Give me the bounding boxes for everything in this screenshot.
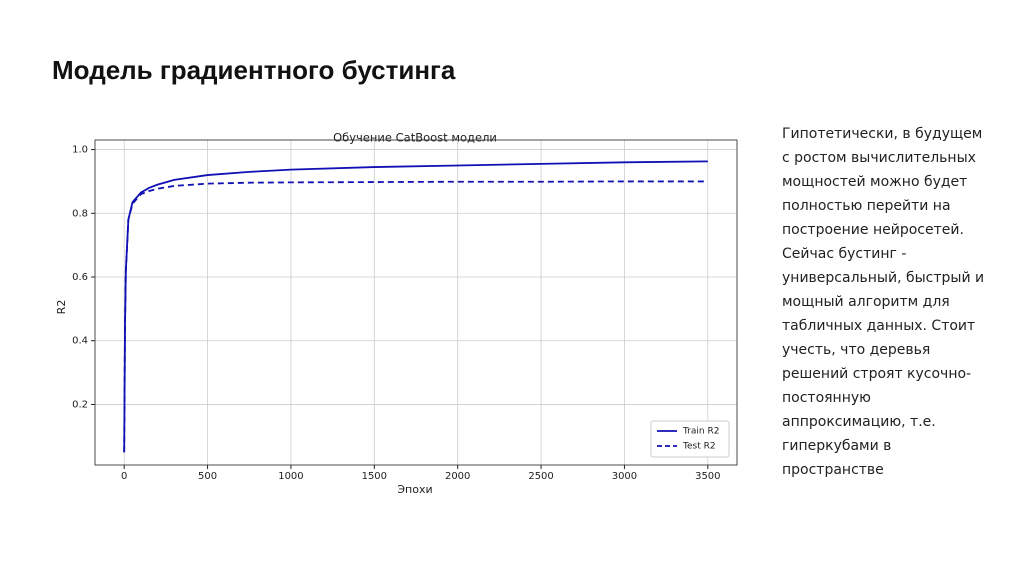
legend-label: Test R2: [682, 442, 716, 452]
y-tick-label: 0.8: [72, 208, 88, 219]
line-series: [123, 180, 708, 453]
paragraph-line: пространстве: [782, 462, 884, 478]
y-axis-label: R2: [55, 300, 68, 315]
y-tick-label: 1.0: [72, 145, 88, 156]
chart: Обучение CatBoost модели Эпохи R2 0 500 10…: [55, 131, 738, 496]
paragraph-line: мощный алгоритм для: [782, 294, 950, 310]
x-tick-label: 500: [198, 471, 217, 482]
paragraph-line: Гипотетически, в будущем: [782, 126, 983, 142]
paragraph-line: мощностей можно будет: [782, 174, 968, 190]
paragraph-line: решений строят кусочно-: [782, 366, 972, 382]
line-series: [123, 160, 708, 453]
x-tick-label: 1000: [278, 471, 303, 482]
paragraph-line: табличных данных. Стоит: [782, 318, 976, 334]
plot-frame: [94, 139, 738, 466]
paragraph-line: Сейчас бустинг -: [782, 246, 907, 262]
x-tick-label: 3500: [695, 471, 720, 482]
paragraph-line: гиперкубами в: [782, 438, 892, 454]
legend-box: [650, 420, 730, 458]
x-tick-label: 2000: [445, 471, 470, 482]
paragraph: Гипотетически, в будущем с ростом вычисли…: [782, 122, 984, 482]
paragraph-line: аппроксимацию, т.е.: [782, 414, 936, 430]
y-tick-label: 0.4: [72, 336, 88, 347]
y-tick-label: 0.2: [72, 399, 88, 410]
x-tick-label: 2500: [528, 471, 553, 482]
paragraph-line: с ростом вычислительных: [782, 150, 976, 166]
paragraph-line: полностью перейти на: [782, 198, 951, 214]
slide-title: Модель градиентного бустинга: [52, 55, 456, 85]
paragraph-line: универсальный, быстрый и: [782, 270, 985, 286]
chart-title: Обучение CatBoost модели: [333, 131, 497, 145]
paragraph-line: построение нейросетей.: [782, 222, 964, 238]
paragraph-line: учесть, что деревья: [782, 342, 931, 358]
legend-label: Train R2: [682, 427, 719, 437]
x-tick-label: 0: [121, 471, 127, 482]
x-tick-label: 1500: [362, 471, 387, 482]
x-tick-label: 3000: [612, 471, 637, 482]
paragraph-line: постоянную: [782, 390, 871, 406]
y-tick-label: 0.6: [72, 272, 88, 283]
x-axis-label: Эпохи: [397, 483, 432, 496]
